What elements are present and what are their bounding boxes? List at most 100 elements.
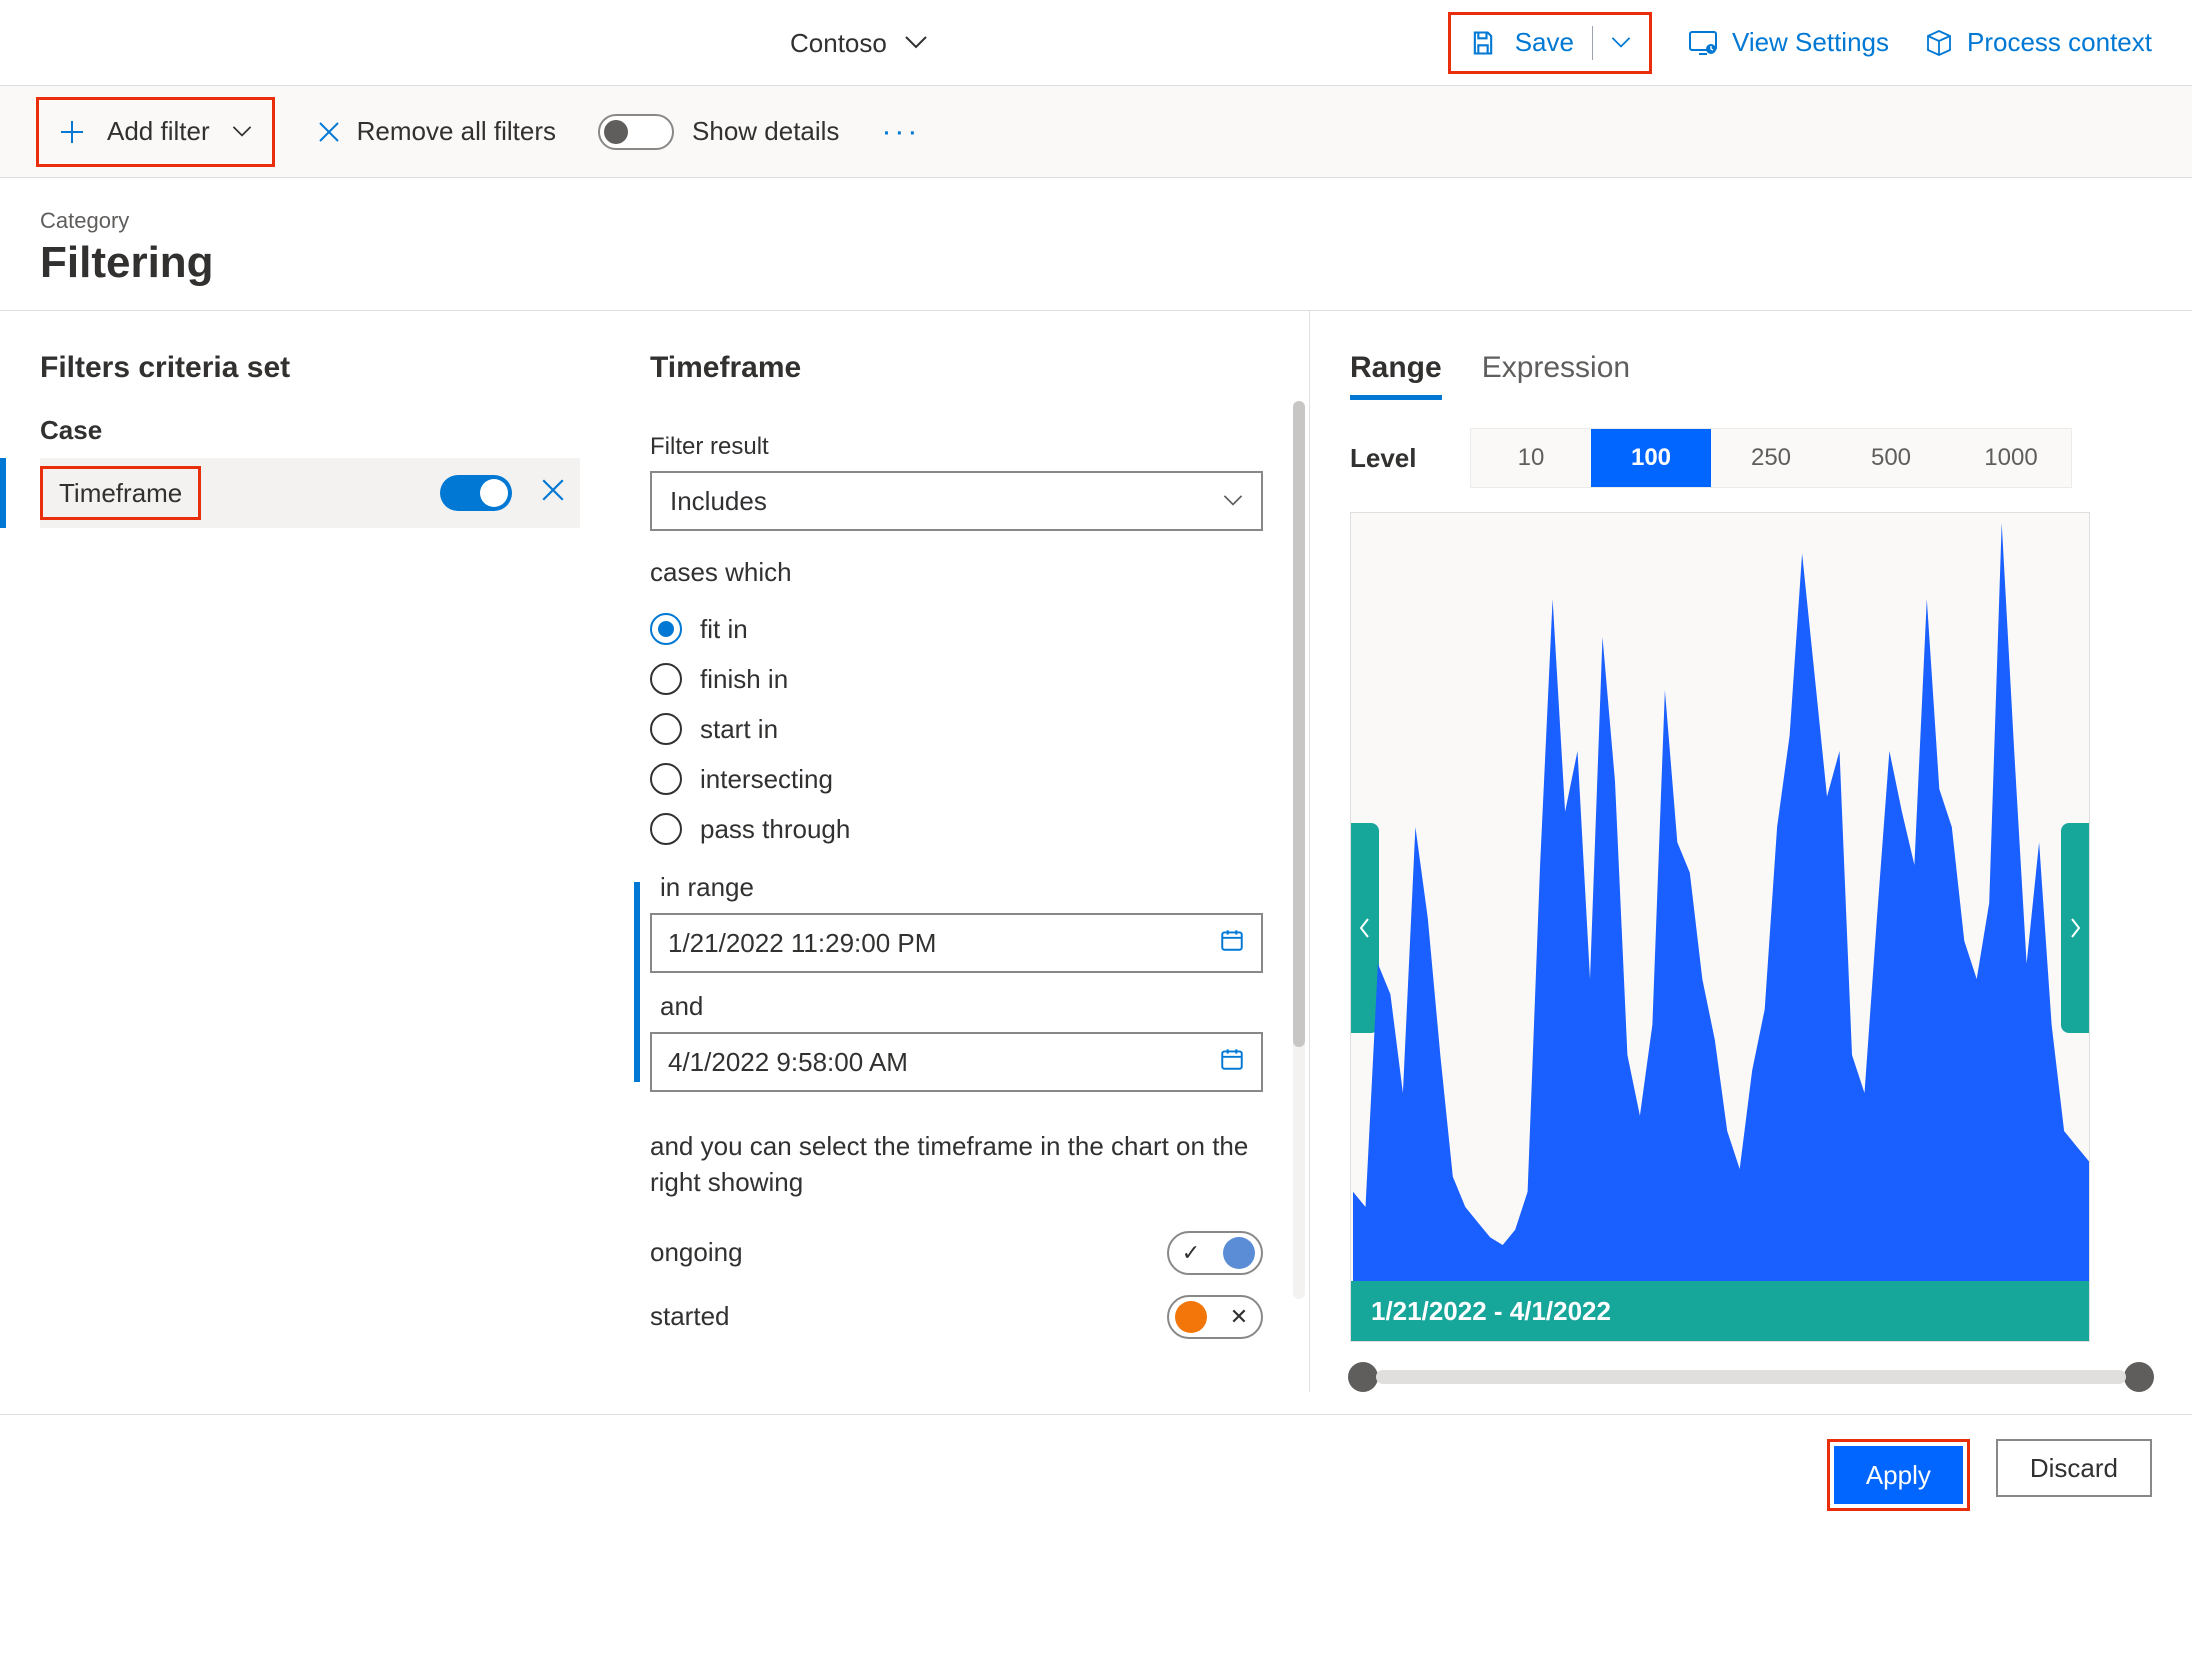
radio-fit-in[interactable]: fit in xyxy=(650,604,1263,654)
divider xyxy=(1592,26,1593,60)
slider-knob-right[interactable] xyxy=(2124,1362,2154,1392)
filters-panel: Filters criteria set Case Timeframe xyxy=(0,311,620,1392)
level-1000[interactable]: 1000 xyxy=(1951,429,2071,487)
radio-start-in[interactable]: start in xyxy=(650,704,1263,754)
radio-icon xyxy=(650,663,682,695)
area-series xyxy=(1353,523,2089,1283)
tabs: Range Expression xyxy=(1350,351,2152,400)
area-chart-svg xyxy=(1353,513,2089,1343)
scrollbar[interactable] xyxy=(1293,401,1305,1299)
view-settings-icon xyxy=(1688,30,1718,56)
plus-icon xyxy=(59,119,85,145)
process-context-button[interactable]: Process context xyxy=(1925,27,2152,58)
level-100[interactable]: 100 xyxy=(1591,429,1711,487)
footer: Apply Discard xyxy=(0,1414,2192,1535)
radio-finish-in[interactable]: finish in xyxy=(650,654,1263,704)
process-context-label: Process context xyxy=(1967,27,2152,58)
switch-dot xyxy=(1175,1301,1207,1333)
save-icon xyxy=(1469,29,1497,57)
switch-dot xyxy=(1223,1237,1255,1269)
chevron-down-icon xyxy=(905,36,927,50)
tab-range[interactable]: Range xyxy=(1350,351,1442,400)
filter-details-panel: Timeframe Filter result Includes cases w… xyxy=(620,311,1310,1392)
check-icon: ✕ xyxy=(1223,1304,1255,1330)
level-10[interactable]: 10 xyxy=(1471,429,1591,487)
view-settings-label: View Settings xyxy=(1732,27,1889,58)
category-header: Category Filtering xyxy=(0,178,2192,310)
cube-icon xyxy=(1925,29,1953,57)
radio-label: intersecting xyxy=(700,764,833,795)
range-slider[interactable] xyxy=(1350,1362,2152,1392)
apply-button[interactable]: Apply xyxy=(1834,1446,1963,1504)
more-button[interactable]: ··· xyxy=(881,115,920,149)
level-buttons: 101002505001000 xyxy=(1470,428,2072,488)
toggle-knob xyxy=(604,120,628,144)
filter-result-label: Filter result xyxy=(650,433,1263,461)
save-button-group: Save xyxy=(1448,12,1652,74)
chevron-down-icon[interactable] xyxy=(1611,37,1631,49)
scrollbar-thumb[interactable] xyxy=(1293,401,1305,1047)
slider-track[interactable] xyxy=(1376,1370,2126,1384)
tab-expression[interactable]: Expression xyxy=(1482,351,1630,400)
filters-heading: Filters criteria set xyxy=(40,351,580,385)
category-subtitle: Category xyxy=(40,208,2152,234)
remove-all-label: Remove all filters xyxy=(357,116,556,147)
date-from-input[interactable]: 1/21/2022 11:29:00 PM xyxy=(650,913,1263,973)
calendar-icon xyxy=(1219,1046,1245,1079)
toolbar: Add filter Remove all filters Show detai… xyxy=(0,86,2192,178)
org-selector[interactable]: Contoso xyxy=(790,0,927,86)
radio-label: finish in xyxy=(700,664,788,695)
calendar-icon xyxy=(1219,927,1245,960)
in-range-label: in range xyxy=(660,872,1263,903)
show-details-label: Show details xyxy=(692,116,839,147)
add-filter-label: Add filter xyxy=(107,116,210,147)
chart-panel: Range Expression Level 101002505001000 1… xyxy=(1310,311,2192,1392)
switch-label: started xyxy=(650,1301,730,1332)
radio-intersecting[interactable]: intersecting xyxy=(650,754,1263,804)
filter-item-timeframe[interactable]: Timeframe xyxy=(40,458,580,528)
filter-name: Timeframe xyxy=(40,466,201,520)
and-label: and xyxy=(660,991,1263,1022)
switch-started: started ✕ xyxy=(650,1285,1263,1349)
chevron-down-icon xyxy=(232,126,252,138)
filter-enabled-toggle[interactable] xyxy=(440,475,512,511)
cases-which-label: cases which xyxy=(650,557,1263,588)
header-actions: Save View Settings Process context xyxy=(1448,12,2152,74)
header: Contoso Save View Settings Process xyxy=(0,0,2192,86)
chart-caption: 1/21/2022 - 4/1/2022 xyxy=(1351,1281,2089,1341)
add-filter-button[interactable]: Add filter xyxy=(36,97,275,167)
switch-label: ongoing xyxy=(650,1237,743,1268)
filters-group: Case xyxy=(40,415,580,446)
radio-icon xyxy=(650,813,682,845)
check-icon: ✓ xyxy=(1175,1240,1207,1266)
level-label: Level xyxy=(1350,443,1470,474)
range-chart[interactable]: 1/21/2022 - 4/1/2022 xyxy=(1350,512,2090,1342)
close-icon xyxy=(317,120,341,144)
apply-highlight: Apply xyxy=(1827,1439,1970,1511)
remove-filter-button[interactable] xyxy=(540,477,566,510)
remove-all-button[interactable]: Remove all filters xyxy=(317,116,556,147)
date-to-input[interactable]: 4/1/2022 9:58:00 AM xyxy=(650,1032,1263,1092)
switch-toggle[interactable]: ✕ xyxy=(1167,1295,1263,1339)
switch-toggle[interactable]: ✓ xyxy=(1167,1231,1263,1275)
level-500[interactable]: 500 xyxy=(1831,429,1951,487)
radio-icon xyxy=(650,613,682,645)
level-250[interactable]: 250 xyxy=(1711,429,1831,487)
radio-label: fit in xyxy=(700,614,748,645)
chart-note: and you can select the timeframe in the … xyxy=(650,1128,1263,1201)
filter-result-select[interactable]: Includes xyxy=(650,471,1263,531)
discard-button[interactable]: Discard xyxy=(1996,1439,2152,1497)
detail-title: Timeframe xyxy=(650,351,1263,385)
show-details-toggle[interactable] xyxy=(598,114,674,150)
radio-label: pass through xyxy=(700,814,850,845)
date-to-value: 4/1/2022 9:58:00 AM xyxy=(668,1047,908,1078)
page-title: Filtering xyxy=(40,238,2152,288)
save-button[interactable]: Save xyxy=(1515,27,1574,58)
chevron-down-icon xyxy=(1223,495,1243,507)
date-from-value: 1/21/2022 11:29:00 PM xyxy=(668,928,936,959)
slider-knob-left[interactable] xyxy=(1348,1362,1378,1392)
radio-pass-through[interactable]: pass through xyxy=(650,804,1263,854)
org-name: Contoso xyxy=(790,28,887,59)
filter-result-value: Includes xyxy=(670,486,767,517)
view-settings-button[interactable]: View Settings xyxy=(1688,27,1889,58)
